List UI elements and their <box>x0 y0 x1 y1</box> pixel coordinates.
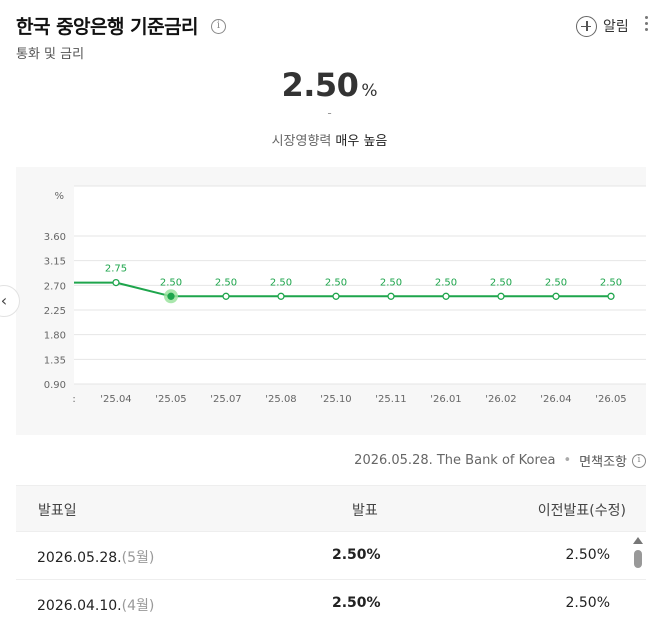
y-tick-label: 2.25 <box>44 306 66 317</box>
rate-unit: % <box>361 81 378 101</box>
table-header: 발표일 발표 이전발표(수정) <box>16 485 646 532</box>
header-announcement: 발표 <box>352 503 378 519</box>
widget-header: 한국 중앙은행 기준금리 i 통화 및 금리 알림 <box>0 0 659 64</box>
x-tick-label: '26.02 <box>485 394 516 405</box>
y-tick-label: 2.70 <box>44 281 66 292</box>
x-tick-label: '25.07 <box>210 394 241 405</box>
source-text: 2026.05.28. The Bank of Korea <box>354 453 556 468</box>
data-label: 2.75 <box>105 264 127 275</box>
data-point <box>387 292 395 300</box>
row-date: 2026.04.10.(4월) <box>37 598 155 614</box>
info-circle-icon[interactable]: i <box>211 19 226 34</box>
data-point <box>332 292 340 300</box>
row-value: 2.50% <box>332 547 381 563</box>
widget-title: 한국 중앙은행 기준금리 <box>16 16 199 38</box>
data-label: 2.50 <box>160 277 182 288</box>
separator-dot: • <box>563 453 572 468</box>
x-tick-label: '25.05 <box>155 394 186 405</box>
header-previous: 이전발표(수정) <box>537 503 626 519</box>
x-tick-label: '25.04 <box>100 394 131 405</box>
data-point <box>222 292 230 300</box>
x-tick-label: '26.04 <box>540 394 571 405</box>
table-row: 2026.05.28.(5월) 2.50% 2.50% <box>16 532 646 580</box>
header-date: 발표일 <box>38 503 77 519</box>
plus-circle-icon <box>576 15 597 37</box>
impact-value: 매우 높음 <box>335 134 388 149</box>
data-point <box>167 292 175 300</box>
data-label: 2.50 <box>600 277 622 288</box>
data-label: 2.50 <box>545 277 567 288</box>
y-tick-label: 0.90 <box>44 380 66 391</box>
data-point <box>277 292 285 300</box>
x-tick-label: '26.01 <box>430 394 461 405</box>
x-tick-label: '26.05 <box>595 394 626 405</box>
row-value: 2.50% <box>332 595 381 611</box>
table-scrollbar[interactable] <box>632 535 644 624</box>
disclaimer-link[interactable]: 면책조항 <box>579 455 627 470</box>
data-point <box>442 292 450 300</box>
table-row: 2026.04.10.(4월) 2.50% 2.50% <box>16 580 646 624</box>
data-point <box>607 292 615 300</box>
data-point <box>497 292 505 300</box>
x-tick-label: '25.10 <box>320 394 351 405</box>
scroll-thumb[interactable] <box>634 550 642 568</box>
y-tick-label: 3.60 <box>44 232 66 243</box>
data-point <box>552 292 560 300</box>
alert-button[interactable]: 알림 <box>576 14 629 38</box>
y-tick-label: 1.80 <box>44 331 66 342</box>
line-chart-svg: 3.60 3.15 2.70 2.25 1.80 1.35 0.90%: '25.04 '25.… <box>44 185 646 405</box>
category-subtitle: 통화 및 금리 <box>16 47 85 62</box>
current-rate: 2.50% <box>0 66 659 104</box>
data-label: 2.50 <box>270 277 292 288</box>
info-circle-icon[interactable]: i <box>632 453 646 468</box>
y-tick-label: 3.15 <box>44 257 66 268</box>
rate-chart: 3.60 3.15 2.70 2.25 1.80 1.35 0.90%: '25.04 '25.… <box>16 167 646 435</box>
data-point <box>112 278 120 287</box>
row-previous: 2.50% <box>565 595 610 611</box>
data-label: 2.50 <box>380 277 402 288</box>
source-line: 2026.05.28. The Bank of Korea • 면책조항 i <box>354 451 646 470</box>
data-label: 2.50 <box>215 277 237 288</box>
data-label: 2.50 <box>435 277 457 288</box>
market-impact: 시장영향력 매우 높음 <box>0 130 659 149</box>
row-previous: 2.50% <box>565 547 610 563</box>
impact-label: 시장영향력 <box>271 134 332 149</box>
x-tick-label: '25.08 <box>265 394 296 405</box>
y-tick-label: 1.35 <box>44 355 66 366</box>
x-tick-label: : <box>72 394 75 405</box>
vertical-dots-icon[interactable] <box>643 16 649 34</box>
data-label: 2.50 <box>325 277 347 288</box>
row-date: 2026.05.28.(5월) <box>37 550 155 566</box>
announcement-table: 발표일 발표 이전발표(수정) 2026.05.28.(5월) 2.50% 2.… <box>16 485 646 624</box>
alert-label: 알림 <box>603 19 629 35</box>
x-tick-label: '25.11 <box>375 394 406 405</box>
y-unit-label: % <box>54 191 64 202</box>
rate-value: 2.50 <box>281 66 359 104</box>
scroll-up-icon[interactable] <box>633 537 643 544</box>
data-label: 2.50 <box>490 277 512 288</box>
rate-change: - <box>327 106 332 120</box>
